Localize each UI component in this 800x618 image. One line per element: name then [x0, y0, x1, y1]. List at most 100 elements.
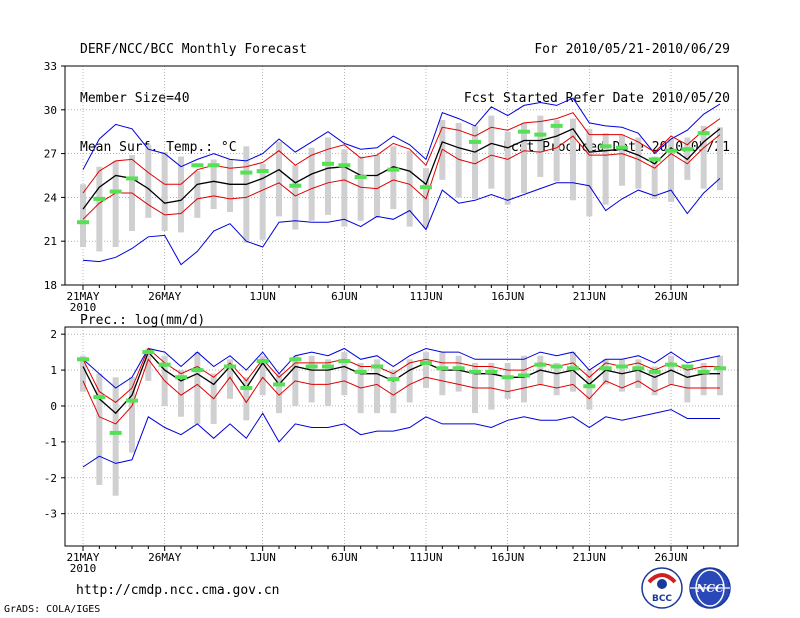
title-block: DERF/NCC/BCC Monthly Forecast Member Siz…: [80, 12, 307, 170]
x-tick-label: 11JUN: [409, 551, 442, 564]
y-tick-label: 27: [44, 148, 57, 161]
ncc-logo-text: NCC: [695, 582, 724, 595]
ensemble-box: [259, 355, 266, 396]
observation-marker: [599, 366, 612, 371]
observation-marker: [142, 350, 155, 355]
ensemble-box: [194, 171, 201, 218]
observation-marker: [485, 369, 498, 374]
y-tick-label: 21: [44, 235, 57, 248]
observation-marker: [550, 364, 563, 369]
x-tick-label: 1JUN: [249, 551, 276, 564]
y-tick-label: 33: [44, 60, 57, 73]
source-url[interactable]: http://cmdp.ncc.cma.gov.cn: [76, 583, 280, 598]
observation-marker: [126, 176, 138, 181]
ensemble-box: [537, 115, 544, 177]
x-tick-label: 26JUN: [654, 551, 687, 564]
observation-marker: [354, 369, 367, 374]
ensemble-box: [553, 362, 560, 396]
ensemble-box: [292, 165, 299, 230]
x-tick-sublabel: 2010: [70, 301, 97, 314]
ensemble-box: [308, 355, 315, 403]
ensemble-box: [308, 147, 315, 221]
member-size-label: Member Size=40: [80, 91, 190, 106]
ensemble-box: [390, 370, 397, 414]
ensemble-box: [276, 141, 282, 217]
observation-marker: [371, 364, 383, 369]
x-tick-label: 1JUN: [249, 290, 276, 303]
observation-marker: [273, 382, 285, 387]
ncc-logo: NCC: [689, 567, 731, 609]
observation-marker: [93, 395, 106, 400]
y-tick-label: -1: [44, 436, 57, 449]
observation-marker: [534, 132, 547, 137]
observation-marker: [240, 386, 253, 391]
observation-marker: [632, 366, 645, 371]
ensemble-box: [390, 146, 397, 210]
observation-marker: [697, 369, 710, 374]
observation-marker: [599, 144, 612, 149]
y-tick-label: 2: [50, 328, 57, 341]
observation-marker: [354, 174, 367, 179]
x-tick-label: 6JUN: [331, 290, 358, 303]
ensemble-box: [455, 122, 462, 198]
observation-marker: [665, 362, 677, 367]
ensemble-box: [439, 352, 446, 396]
observation-marker: [126, 398, 138, 403]
ensemble-box: [210, 159, 217, 210]
variable-label: Mean Surf. Temp.: °C: [80, 140, 237, 155]
ensemble-box: [112, 377, 119, 496]
ensemble-box: [602, 133, 609, 205]
ensemble-box: [259, 163, 266, 240]
ensemble-box: [504, 362, 511, 399]
ensemble-box: [341, 352, 348, 396]
x-tick-label: 21MAY: [66, 290, 99, 303]
ensemble-box: [668, 139, 674, 202]
ensemble-mean-line: [82, 350, 720, 415]
observation-marker: [714, 366, 726, 371]
observation-marker: [681, 147, 694, 152]
observation-marker: [665, 148, 677, 153]
ensemble-box: [325, 359, 331, 406]
observation-marker: [191, 163, 204, 168]
ensemble-box: [717, 127, 723, 191]
ensemble-box: [406, 359, 413, 403]
x-tick-label: 11JUN: [409, 290, 442, 303]
ensemble-box: [243, 146, 250, 243]
observation-marker: [616, 364, 628, 369]
observation-marker: [256, 169, 269, 174]
ensemble-box: [96, 373, 103, 485]
observation-marker: [109, 189, 122, 194]
ensemble-box: [651, 366, 658, 396]
observation-marker: [338, 163, 351, 168]
ensemble-box: [145, 144, 152, 218]
bcc-logo-text: BCC: [652, 594, 672, 604]
upper-spread-line: [82, 347, 720, 404]
y-tick-label: 0: [50, 400, 57, 413]
lower-spread-line: [82, 358, 720, 425]
ensemble-box: [521, 122, 527, 194]
ensemble-box: [570, 118, 576, 201]
ensemble-box: [325, 137, 331, 215]
ensemble-box: [423, 352, 429, 389]
observation-marker: [175, 375, 187, 380]
ensemble-box: [619, 134, 625, 186]
observation-marker: [518, 373, 530, 378]
ensemble-box: [586, 370, 593, 410]
observation-marker: [420, 360, 432, 365]
ensemble-box: [488, 362, 495, 410]
ensemble-box: [80, 355, 86, 392]
y-tick-label: 30: [44, 104, 57, 117]
chart-title: DERF/NCC/BCC Monthly Forecast: [80, 42, 307, 57]
ensemble-box: [227, 159, 233, 212]
prec-panel-title: Prec.: log(mm/d): [80, 313, 205, 328]
observation-marker: [338, 359, 351, 364]
ensemble-box: [619, 359, 625, 392]
y-tick-label: 18: [44, 279, 57, 292]
observation-marker: [158, 362, 171, 367]
observation-marker: [648, 157, 661, 162]
x-tick-label: 26MAY: [148, 290, 181, 303]
ensemble-box: [80, 184, 86, 248]
